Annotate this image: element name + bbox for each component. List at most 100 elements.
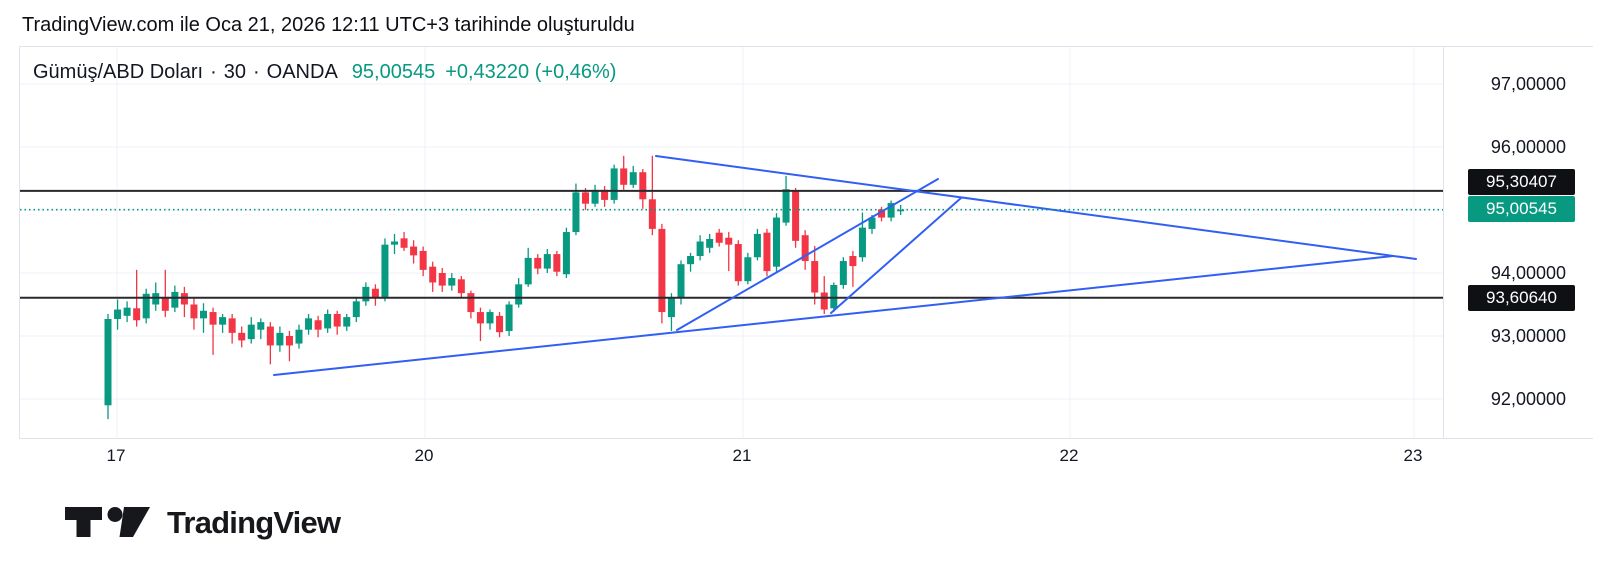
candle-body-up <box>782 189 790 223</box>
candle-body-down <box>715 232 723 243</box>
candle-body-down <box>763 232 771 272</box>
time-tick-label: 21 <box>732 446 752 465</box>
candle-body-up <box>305 318 313 330</box>
candle-body-down <box>553 254 561 272</box>
candle-body-up <box>773 217 780 267</box>
current-price-badge: 95,00545 <box>1468 196 1575 222</box>
candle-body-up <box>515 284 523 305</box>
candle-body-down <box>648 199 656 229</box>
level-price-badge: 93,60640 <box>1468 285 1575 311</box>
candle-body-up <box>543 254 551 269</box>
candle-body-up <box>123 307 131 316</box>
candle-body-down <box>285 336 293 346</box>
candle-body-up <box>505 304 513 331</box>
candle-body-up <box>391 241 398 245</box>
level-price-badge: 95,30407 <box>1468 169 1575 195</box>
price-change-value: +0,43220 (+0,46%) <box>445 61 617 83</box>
time-tick-label: 17 <box>106 446 126 465</box>
price-axis[interactable]: 97,00000 96,00000 94,00000 93,00000 92,00000… <box>1443 46 1593 439</box>
candle-body-up <box>753 233 761 258</box>
triangle-lower-trendline <box>273 254 1394 376</box>
tradingview-brand[interactable]: TradingView <box>65 503 341 543</box>
legend-separator-1: · <box>210 61 217 83</box>
candle-body-down <box>811 261 819 293</box>
candle-body-down <box>371 288 379 299</box>
candle-body-up <box>677 264 685 299</box>
wedge-right-trendline <box>830 197 962 315</box>
candle-body-up <box>381 244 389 297</box>
candle-body-up <box>897 209 905 212</box>
price-tick-label: 94,00000 <box>1490 263 1566 283</box>
candle-body-up <box>219 317 227 325</box>
candle-body-up <box>562 232 570 275</box>
symbol-name[interactable]: Gümüş/ABD Doları <box>33 61 204 83</box>
candle-body-up <box>343 317 351 327</box>
candle-body-down <box>161 296 169 311</box>
candle-body-down <box>238 332 246 341</box>
candle-body-up <box>868 217 876 229</box>
candle-body-up <box>352 301 360 318</box>
candle-body-up <box>486 312 494 324</box>
candle-body-down <box>133 308 141 321</box>
candle-body-up <box>247 324 255 340</box>
price-tick-label: 92,00000 <box>1490 389 1566 409</box>
brand-name: TradingView <box>167 505 341 540</box>
candlestick-chart-canvas[interactable] <box>20 47 1443 438</box>
candle-body-down <box>849 255 857 267</box>
candle-body-down <box>400 238 408 248</box>
price-tick-label: 93,00000 <box>1490 326 1566 346</box>
candle-body-down <box>534 257 542 269</box>
candle-body-down <box>601 189 609 200</box>
candle-body-down <box>496 315 504 333</box>
symbol-legend[interactable]: Gümüş/ABD Doları · 30 · OANDA 95,00545 +0,4322… <box>33 61 616 84</box>
candle-body-up <box>324 313 332 329</box>
candle-body-down <box>820 292 828 310</box>
candle-body-down <box>582 192 589 204</box>
candle-body-up <box>591 189 599 204</box>
candle-body-up <box>687 255 695 265</box>
candle-body-down <box>429 266 437 283</box>
candle-body-up <box>276 332 284 346</box>
candle-body-down <box>180 293 188 305</box>
candle-body-down <box>438 273 446 286</box>
time-tick-label: 22 <box>1059 446 1079 465</box>
candle-body-down <box>314 320 322 330</box>
tradingview-logo-icon <box>65 507 150 537</box>
wedge-left-trendline <box>676 178 939 332</box>
last-price-value: 95,00545 <box>351 61 436 83</box>
triangle-upper-trendline <box>655 155 1417 261</box>
candle-body-up <box>744 257 752 282</box>
candle-body-up <box>524 257 532 285</box>
candle-body-up <box>839 261 847 285</box>
candle-body-up <box>667 298 675 318</box>
candle-body-down <box>792 191 800 241</box>
candle-body-up <box>448 278 456 286</box>
candle-body-up <box>629 172 637 185</box>
time-tick-label: 20 <box>414 446 434 465</box>
candle-body-up <box>887 203 895 218</box>
time-axis[interactable]: 17 20 21 22 23 <box>19 438 1594 472</box>
candle-body-up <box>257 322 265 330</box>
time-tick-label: 23 <box>1403 446 1423 465</box>
candle-body-down <box>639 172 647 200</box>
candle-body-down <box>228 318 236 333</box>
candle-body-down <box>878 209 886 218</box>
candle-body-down <box>209 312 217 325</box>
price-tick-label: 97,00000 <box>1490 74 1566 94</box>
candle-body-up <box>696 241 704 256</box>
candle-body-up <box>295 329 303 344</box>
candle-body-down <box>476 312 484 324</box>
candle-body-down <box>190 304 198 319</box>
chart-pane[interactable] <box>19 46 1444 439</box>
candle-body-down <box>620 168 628 185</box>
exchange-label[interactable]: OANDA <box>266 61 338 83</box>
candle-body-up <box>171 291 179 308</box>
candle-body-up <box>152 293 160 305</box>
candle-body-down <box>410 246 418 256</box>
interval-label[interactable]: 30 <box>223 61 246 83</box>
price-tick-label: 96,00000 <box>1490 137 1566 157</box>
candle-body-up <box>200 310 207 319</box>
candle-body-up <box>610 168 618 200</box>
candle-body-down <box>333 313 341 327</box>
